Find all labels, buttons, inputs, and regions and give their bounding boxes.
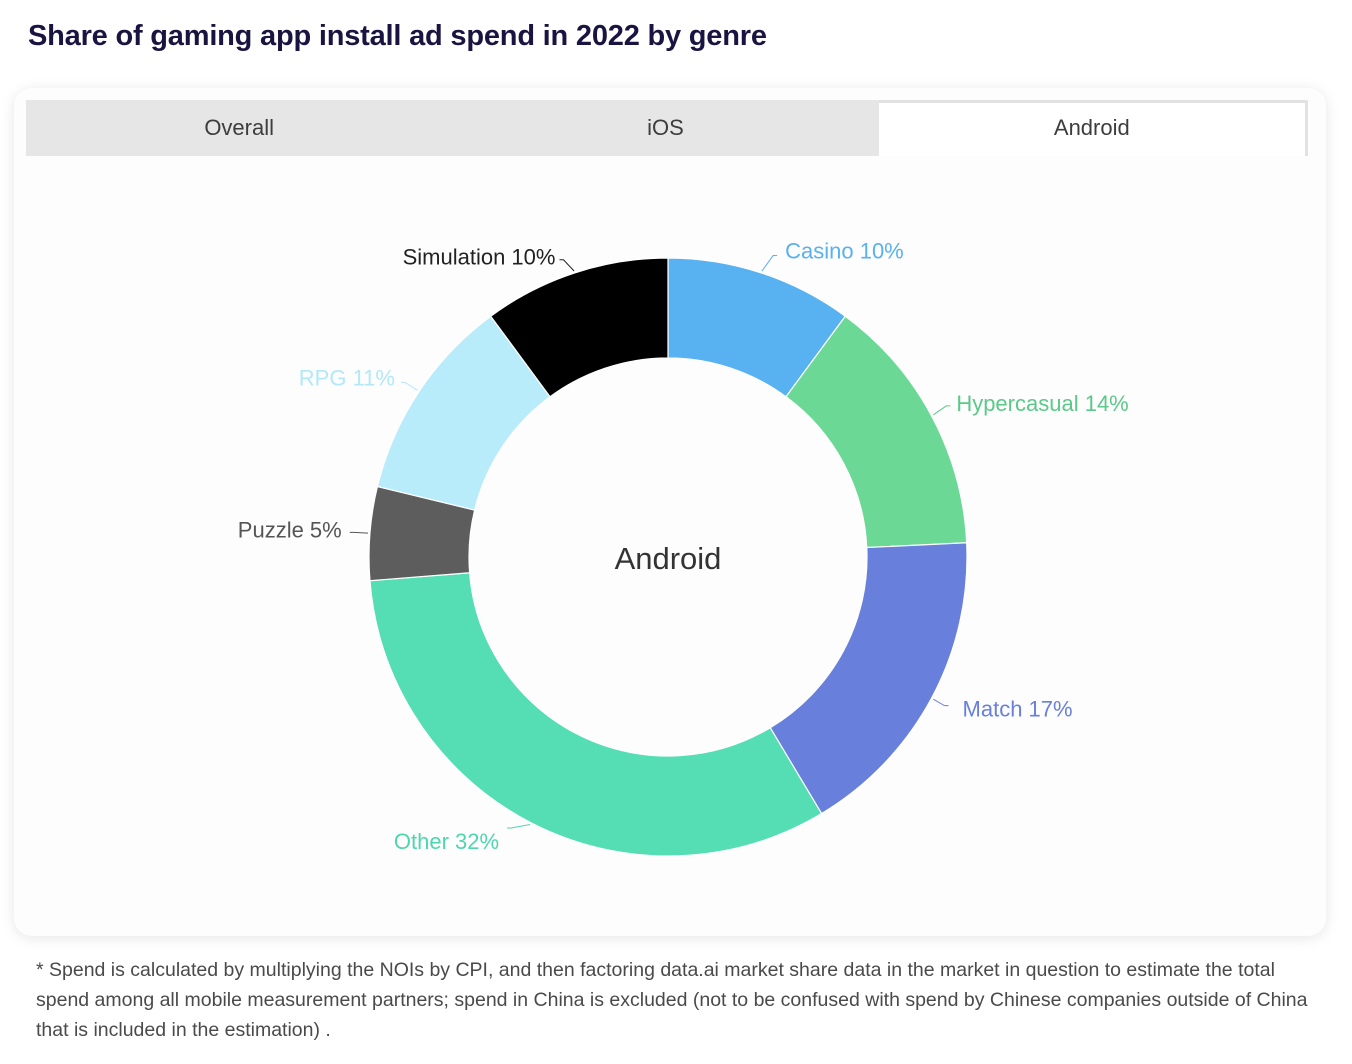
leader-line-other bbox=[507, 824, 531, 829]
label-leader-lines bbox=[349, 255, 951, 829]
slice-label-simulation: Simulation 10% bbox=[403, 245, 556, 270]
tab-overall[interactable]: Overall bbox=[204, 115, 274, 140]
tab-ios[interactable]: iOS bbox=[647, 115, 684, 140]
slice-match[interactable] bbox=[769, 542, 968, 815]
slice-label-puzzle: Puzzle 5% bbox=[238, 517, 342, 542]
slice-other[interactable] bbox=[369, 572, 823, 857]
leader-line-hypercasual bbox=[933, 405, 951, 416]
page-title: Share of gaming app install ad spend in … bbox=[28, 20, 767, 52]
donut-center-label: Android bbox=[615, 541, 722, 576]
slice-labels: Casino 10% Hypercasual 14% Match 17% Other … bbox=[238, 239, 1129, 854]
donut-slices bbox=[368, 257, 968, 857]
leader-line-rpg bbox=[400, 381, 418, 391]
slice-simulation[interactable] bbox=[489, 257, 669, 398]
platform-tabs: Overall iOS Android bbox=[26, 100, 1308, 156]
slice-label-hypercasual: Hypercasual 14% bbox=[956, 391, 1128, 416]
slice-label-match: Match 17% bbox=[963, 697, 1073, 722]
slice-label-casino: Casino 10% bbox=[785, 239, 904, 264]
leader-line-match bbox=[933, 698, 949, 707]
slice-label-other: Other 32% bbox=[394, 829, 499, 854]
leader-line-casino bbox=[761, 255, 778, 272]
leader-line-puzzle bbox=[349, 531, 368, 534]
leader-line-simulation bbox=[559, 259, 575, 272]
donut-chart: Casino 10% Hypercasual 14% Match 17% Other … bbox=[238, 239, 1129, 857]
tab-android[interactable]: Android bbox=[878, 100, 1308, 156]
slice-label-rpg: RPG 11% bbox=[299, 365, 395, 390]
footnote: * Spend is calculated by multiplying the… bbox=[36, 959, 1308, 1041]
